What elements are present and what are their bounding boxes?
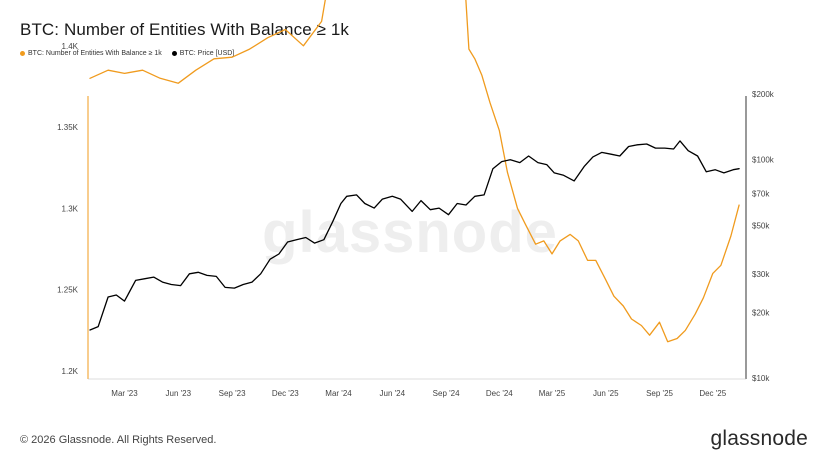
left-tick-label: 1.2K [62, 367, 79, 376]
legend-label-entities: BTC: Number of Entities With Balance ≥ 1… [28, 50, 162, 57]
copyright-text: © 2026 Glassnode. All Rights Reserved. [20, 434, 217, 446]
left-tick-label: 1.35K [57, 123, 79, 132]
legend: BTC: Number of Entities With Balance ≥ 1… [20, 50, 234, 57]
chart-title: BTC: Number of Entities With Balance ≥ 1… [20, 20, 349, 39]
legend-label-price: BTC: Price [USD] [179, 50, 235, 57]
x-tick-label: Dec '24 [486, 389, 513, 398]
price-series-line [89, 140, 740, 331]
x-tick-label: Mar '25 [539, 389, 566, 398]
right-tick-label: $100k [752, 156, 775, 165]
x-tick-label: Jun '23 [166, 389, 192, 398]
x-tick-label: Dec '23 [272, 389, 299, 398]
entities-series-line [89, 0, 740, 343]
left-tick-label: 1.4K [62, 42, 79, 51]
legend-item-entities[interactable]: BTC: Number of Entities With Balance ≥ 1… [20, 50, 162, 57]
x-tick-label: Sep '25 [646, 389, 673, 398]
x-tick-label: Dec '25 [699, 389, 726, 398]
glassnode-logo[interactable]: glassnode [710, 427, 808, 450]
left-tick-label: 1.25K [57, 286, 79, 295]
left-tick-label: 1.3K [62, 204, 79, 213]
legend-item-price[interactable]: BTC: Price [USD] [171, 50, 235, 57]
x-tick-label: Mar '24 [325, 389, 352, 398]
x-tick-label: Mar '23 [111, 389, 138, 398]
right-tick-label: $70k [752, 190, 770, 199]
right-tick-label: $200k [752, 90, 775, 99]
x-tick-label: Jun '25 [593, 389, 619, 398]
watermark: glassnode [262, 200, 558, 265]
right-tick-label: $10k [752, 374, 770, 383]
right-tick-label: $20k [752, 308, 770, 317]
right-tick-label: $50k [752, 221, 770, 230]
legend-dot-entities [20, 51, 25, 56]
x-tick-label: Jun '24 [380, 389, 406, 398]
x-tick-label: Sep '24 [433, 389, 460, 398]
legend-dot-price [171, 51, 177, 56]
right-tick-label: $30k [752, 270, 770, 279]
x-tick-label: Sep '23 [219, 389, 246, 398]
